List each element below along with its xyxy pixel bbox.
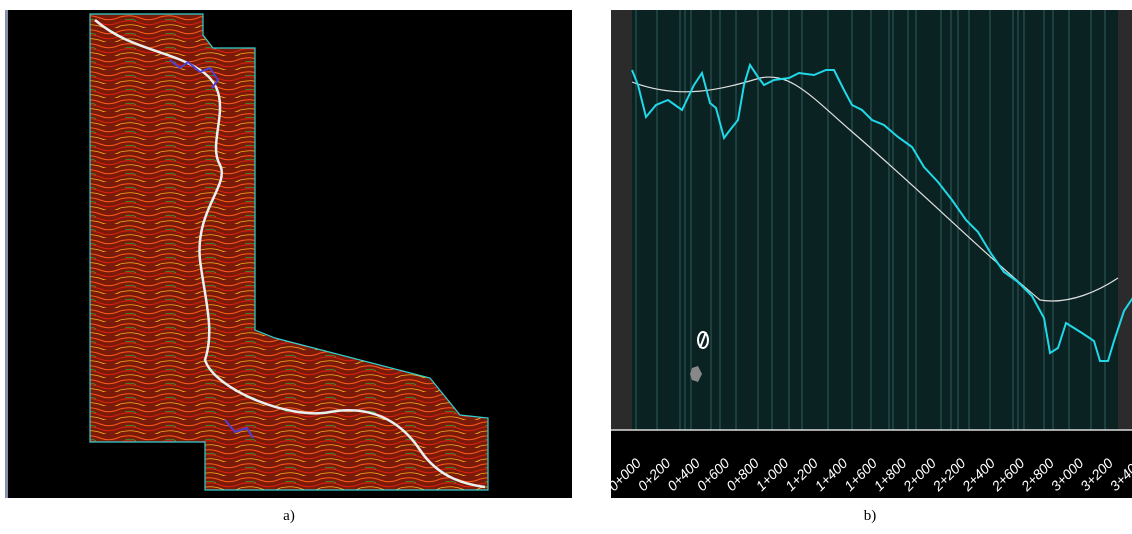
caption: b) (864, 508, 877, 524)
figure: a) 0+0000+2000+4000+6000+8001+0001+2001+… (0, 0, 1132, 534)
panel-a: a) (5, 10, 572, 524)
figure-canvas: a) 0+0000+2000+4000+6000+8001+0001+2001+… (0, 0, 1132, 534)
map-edge (5, 10, 8, 498)
profile-area (632, 10, 1118, 430)
panel-b: 0+0000+2000+4000+6000+8001+0001+2001+400… (605, 10, 1132, 524)
caption: a) (283, 508, 295, 524)
